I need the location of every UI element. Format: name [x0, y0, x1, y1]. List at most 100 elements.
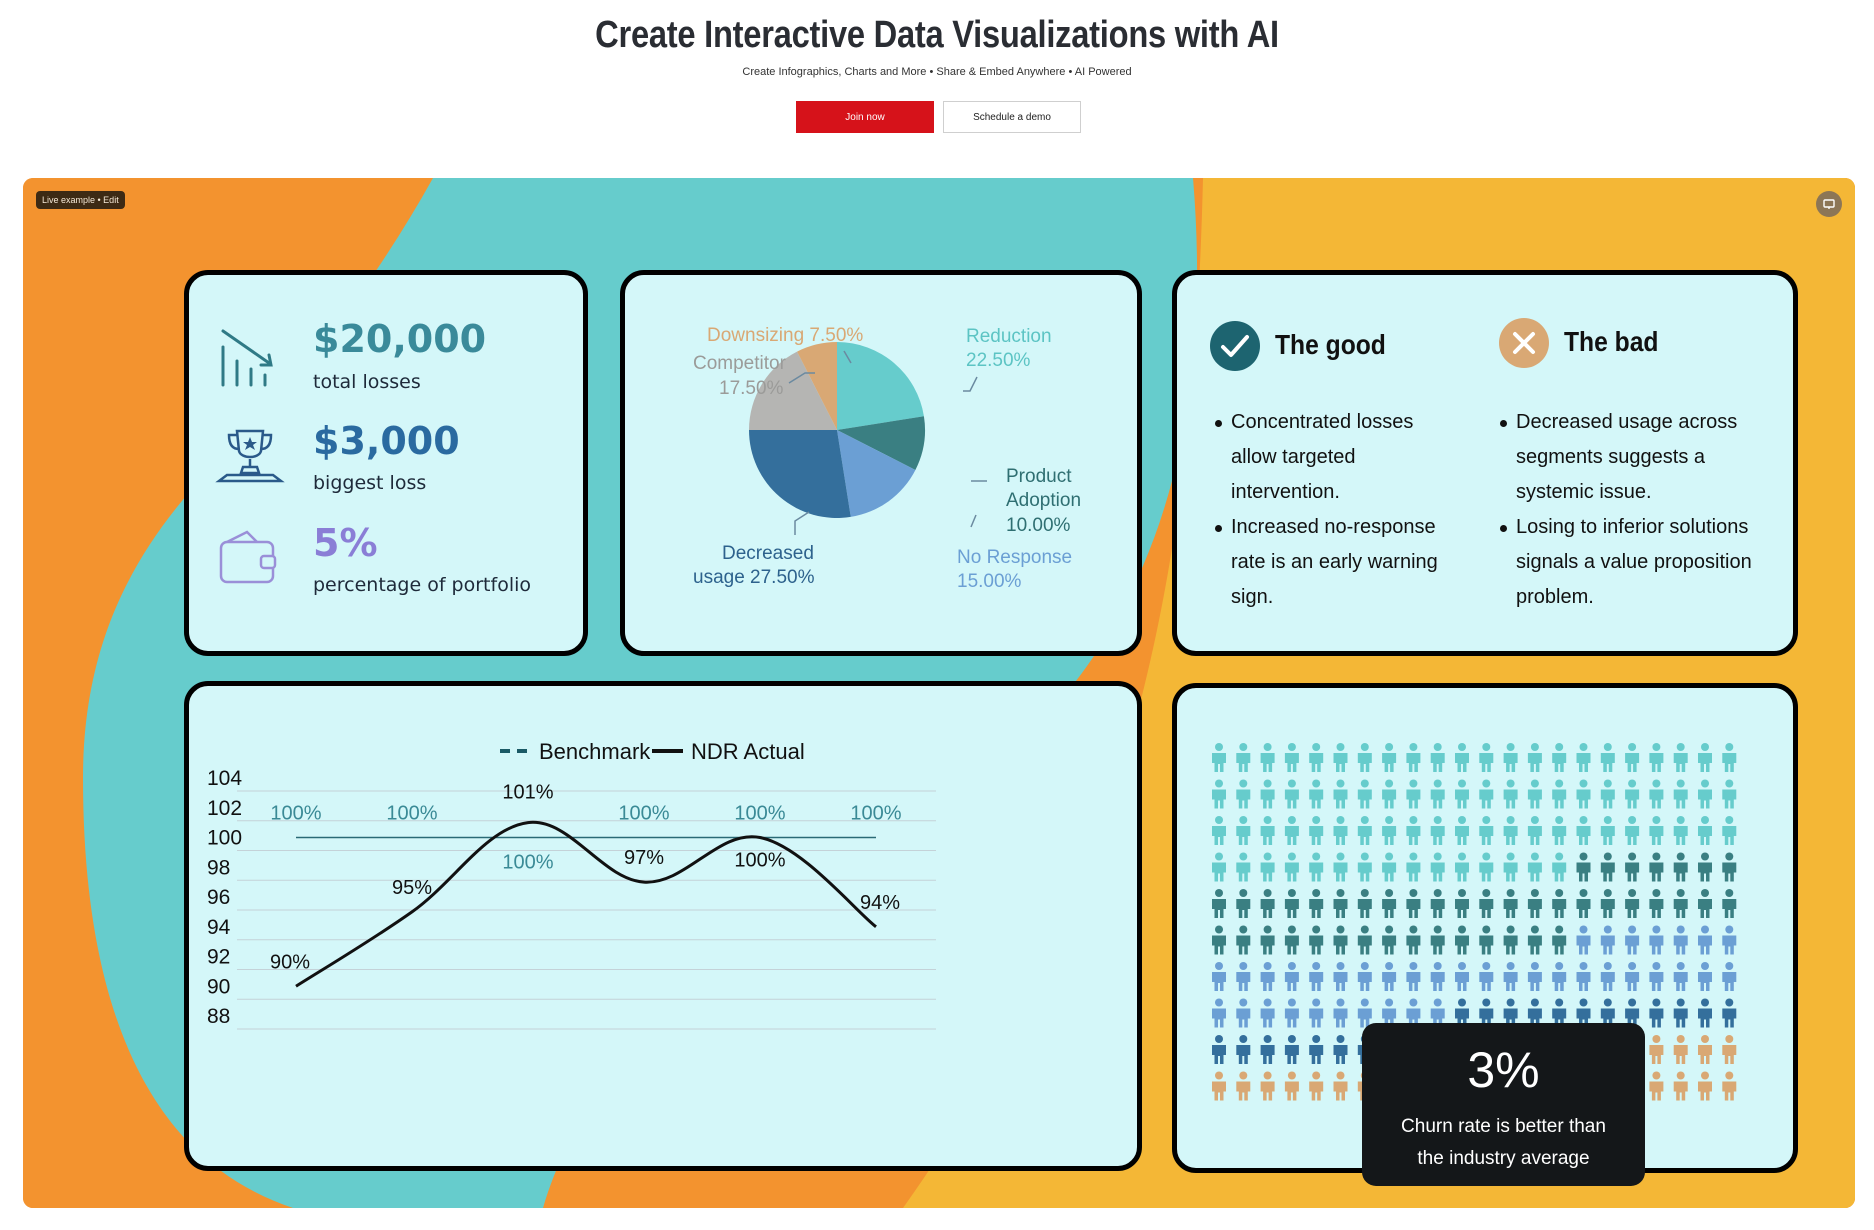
y-tick-label: 96: [207, 886, 230, 909]
stat-value: 5%: [313, 521, 378, 565]
person-icon: [1455, 816, 1469, 845]
list-item: Concentrated losses allow targeted interve…: [1215, 405, 1485, 510]
person-icon: [1430, 852, 1445, 882]
pie-label-no-response: No Response: [957, 547, 1072, 568]
person-icon: [1625, 889, 1640, 918]
person-icon: [1357, 779, 1372, 809]
person-icon: [1552, 816, 1567, 845]
join-now-button[interactable]: Join now: [796, 101, 934, 133]
person-icon: [1357, 925, 1372, 955]
person-icon: [1236, 925, 1251, 955]
stats-card: $20,000 total losses $3,000 biggest loss…: [184, 270, 588, 656]
person-icon: [1284, 1035, 1299, 1064]
person-icon: [1357, 743, 1372, 772]
pie-slice-competitor[interactable]: [749, 351, 837, 430]
person-icon: [1382, 779, 1397, 809]
series-ndr-actual-line[interactable]: [295, 821, 877, 988]
person-icon: [1673, 1071, 1688, 1101]
person-icon: [1455, 925, 1469, 955]
person-icon: [1455, 889, 1469, 918]
person-icon: [1649, 889, 1664, 918]
pie-label-downsizing: Downsizing 7.50%: [707, 325, 863, 346]
person-icon: [1284, 743, 1299, 772]
actual-data-label: 97%: [624, 847, 664, 869]
person-icon: [1382, 889, 1397, 918]
pie-slice-decreased-usage[interactable]: [749, 430, 851, 518]
actual-data-label: 90%: [270, 951, 310, 973]
person-icon: [1527, 962, 1542, 991]
person-icon: [1333, 889, 1348, 918]
schedule-demo-button[interactable]: Schedule a demo: [943, 101, 1081, 133]
person-icon: [1382, 816, 1397, 845]
person-icon: [1600, 889, 1615, 918]
pie-label-product-value: 10.00%: [1006, 515, 1071, 536]
stat-label: percentage of portfolio: [313, 574, 531, 596]
person-icon: [1503, 816, 1518, 845]
churn-pictograph-card: [1172, 683, 1798, 1173]
person-icon: [1284, 779, 1299, 809]
person-icon: [1673, 852, 1688, 882]
person-icon: [1357, 816, 1372, 845]
person-icon: [1284, 962, 1299, 991]
person-icon: [1212, 889, 1226, 918]
benchmark-data-label: 100%: [502, 852, 553, 874]
person-icon: [1576, 779, 1591, 809]
person-icon: [1552, 962, 1567, 991]
person-icon: [1260, 852, 1275, 882]
person-icon: [1527, 925, 1542, 955]
good-list: Concentrated losses allow targeted interve…: [1215, 405, 1485, 615]
person-icon: [1430, 998, 1445, 1028]
person-icon: [1406, 852, 1421, 882]
person-icon: [1673, 962, 1688, 991]
actual-data-label: 94%: [860, 892, 900, 914]
person-icon: [1649, 852, 1664, 882]
person-icon: [1236, 816, 1251, 845]
person-icon: [1212, 998, 1226, 1028]
person-icon: [1430, 962, 1445, 991]
person-icon: [1333, 1071, 1348, 1101]
person-icon: [1625, 962, 1640, 991]
person-icon: [1673, 1035, 1688, 1064]
person-icon: [1357, 998, 1372, 1028]
person-icon: [1722, 998, 1737, 1028]
pie-slice-downsizing[interactable]: [797, 342, 837, 430]
pie-slice-no-response[interactable]: [837, 430, 916, 517]
person-icon: [1649, 779, 1664, 809]
infographic-canvas: Live example • Edit $20,000 total losses…: [23, 178, 1855, 1208]
y-tick-label: 104: [207, 767, 242, 790]
person-icon: [1576, 998, 1591, 1028]
person-icon: [1455, 779, 1469, 809]
person-icon: [1260, 743, 1275, 772]
person-icon: [1309, 1035, 1324, 1064]
pie-slice-reduction[interactable]: [837, 342, 924, 430]
person-icon: [1455, 852, 1469, 882]
pie-label-reduction: Reduction: [966, 326, 1052, 347]
person-icon: [1527, 743, 1542, 772]
person-icon: [1309, 852, 1324, 882]
person-icon: [1333, 962, 1348, 991]
bad-list: Decreased usage across segments suggests …: [1500, 405, 1790, 615]
stat-value: $20,000: [313, 317, 487, 361]
person-icon: [1698, 998, 1712, 1028]
person-icon: [1698, 779, 1712, 809]
person-icon: [1673, 889, 1688, 918]
person-icon: [1309, 962, 1324, 991]
y-tick-label: 88: [207, 1005, 230, 1028]
person-icon: [1479, 962, 1494, 991]
pie-slice-product-adoption[interactable]: [837, 416, 925, 470]
person-icon: [1600, 962, 1615, 991]
person-icon: [1333, 998, 1348, 1028]
person-icon: [1698, 743, 1712, 772]
person-icon: [1236, 852, 1251, 882]
present-button[interactable]: [1816, 191, 1842, 217]
churn-text: Churn rate is better than the industry a…: [1401, 1116, 1606, 1169]
person-icon: [1600, 779, 1615, 809]
person-icon: [1333, 743, 1348, 772]
live-example-badge[interactable]: Live example • Edit: [36, 191, 125, 209]
person-icon: [1552, 925, 1567, 955]
person-icon: [1600, 852, 1615, 882]
person-icon: [1212, 852, 1226, 882]
benchmark-data-label: 100%: [850, 803, 901, 825]
person-icon: [1284, 889, 1299, 918]
person-icon: [1284, 852, 1299, 882]
